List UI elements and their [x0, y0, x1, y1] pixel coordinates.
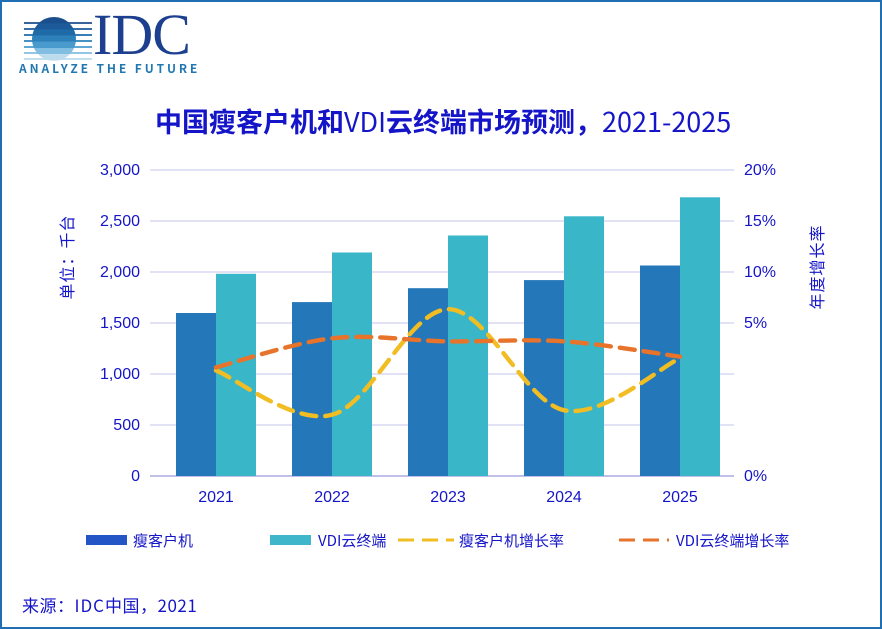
svg-text:3,000: 3,000 [100, 162, 140, 179]
svg-text:2,000: 2,000 [100, 264, 140, 281]
svg-text:2022: 2022 [314, 489, 350, 506]
svg-text:2021: 2021 [198, 489, 234, 506]
svg-text:2025: 2025 [662, 489, 698, 506]
svg-text:1,000: 1,000 [100, 366, 140, 383]
svg-text:2024: 2024 [546, 489, 582, 506]
svg-text:20%: 20% [744, 162, 776, 179]
svg-text:500: 500 [113, 417, 140, 434]
svg-text:10%: 10% [744, 264, 776, 281]
svg-text:15%: 15% [744, 213, 776, 230]
svg-text:5%: 5% [744, 315, 767, 332]
svg-text:2,500: 2,500 [100, 213, 140, 230]
svg-text:IDC: IDC [93, 12, 190, 67]
svg-text:2023: 2023 [430, 489, 466, 506]
svg-text:1,500: 1,500 [100, 315, 140, 332]
svg-text:0: 0 [131, 468, 140, 485]
svg-text:0%: 0% [744, 468, 767, 485]
